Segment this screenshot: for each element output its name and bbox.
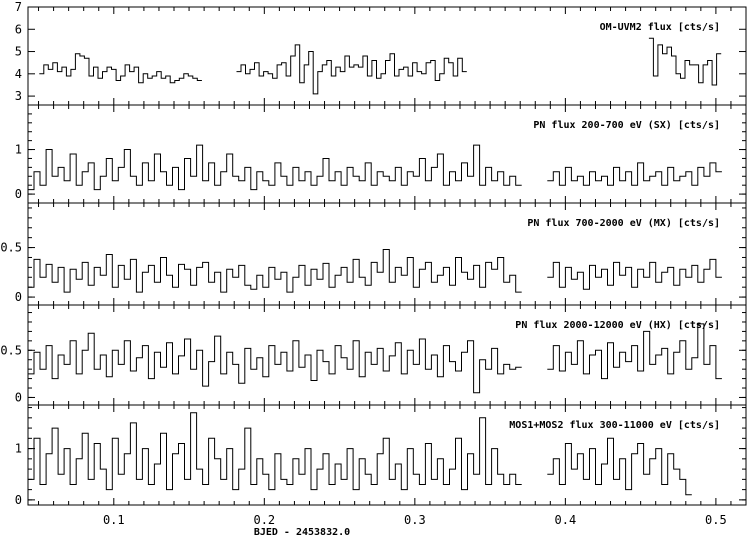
series-step-om-0 [39,53,202,84]
series-step-mos-0 [28,412,522,491]
series-step-om-1 [236,44,467,95]
y-tick-label: 7 [15,0,22,14]
y-tick-label: 0 [15,390,22,404]
y-tick-label: 0.5 [0,343,22,357]
y-tick-label: 0 [15,493,22,507]
y-tick-label: 0 [15,187,22,201]
series-step-mx-0 [28,249,522,293]
series-step-mx-1 [547,258,722,290]
series-step-sx-1 [547,162,722,186]
series-step-sx-0 [28,144,522,191]
y-tick-label: 5 [15,45,22,59]
y-tick-label: 6 [15,22,22,36]
series-step-hx-1 [547,323,722,380]
y-tick-label: 1 [15,442,22,456]
x-tick-label: 0.5 [705,513,727,527]
panel-title-om: OM-UVM2 flux [cts/s] [600,22,720,33]
y-tick-label: 0.5 [0,241,22,255]
panel-title-mos: MOS1+MOS2 flux 300-11000 eV [cts/s] [509,420,720,431]
y-tick-label: 3 [15,89,22,103]
y-tick-label: 0 [15,290,22,304]
x-axis-label: BJED - 2453832.0 [254,527,350,536]
series-step-mos-1 [547,437,692,496]
series-step-om-2 [648,37,722,86]
x-tick-label: 0.2 [253,513,275,527]
panel-frame-mos [27,404,747,506]
panel-title-mx: PN flux 700-2000 eV (MX) [cts/s] [527,218,720,229]
series-step-hx-0 [28,332,522,394]
panel-title-sx: PN flux 200-700 eV (SX) [cts/s] [533,120,720,131]
panel-title-hx: PN flux 2000-12000 eV (HX) [cts/s] [515,320,720,331]
y-tick-label: 4 [15,67,22,81]
y-tick-label: 1 [15,143,22,157]
x-tick-label: 0.1 [103,513,125,527]
x-tick-label: 0.4 [555,513,577,527]
x-tick-label: 0.3 [404,513,426,527]
